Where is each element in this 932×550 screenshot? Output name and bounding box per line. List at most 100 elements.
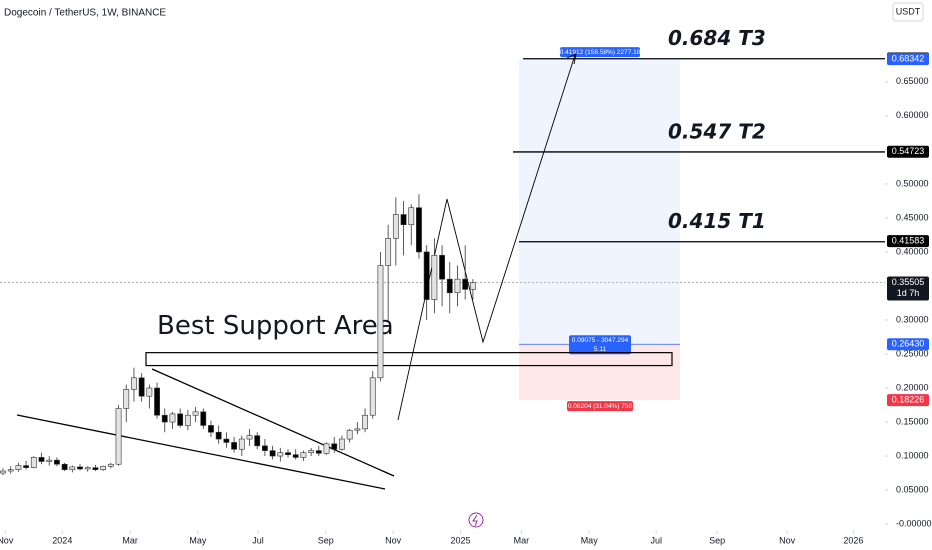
y-tick-label: 0.45000: [896, 212, 929, 222]
candle-body: [92, 467, 99, 470]
candle-body: [354, 428, 361, 431]
x-tick-label: 2025: [451, 535, 471, 545]
y-tick-label: 0.30000: [896, 314, 929, 324]
candle-body: [208, 425, 214, 433]
target-label: 0.684 T3: [668, 26, 766, 50]
background-layer: [0, 47, 885, 412]
candle-body: [308, 450, 315, 453]
candle-body: [161, 414, 168, 423]
y-tick-label: -0.00000: [896, 518, 932, 528]
target-tag: 0.41912 (158.58%) 2277.18: [560, 49, 641, 56]
candle-body: [184, 414, 191, 426]
candle-body: [38, 457, 45, 462]
candle-body: [469, 282, 476, 290]
x-tick-label: Jul: [650, 535, 662, 545]
x-tick-label: Nov: [0, 535, 14, 545]
x-tick-label: 2024: [52, 535, 72, 545]
currency[interactable]: USDT: [896, 6, 921, 16]
x-tick-label: Sep: [318, 535, 334, 545]
entry-tag: 0.09075 - 3047.294: [572, 337, 629, 344]
candle-body: [323, 443, 330, 454]
arrow-head: [566, 53, 577, 65]
y-tick-label: 0.50000: [896, 178, 929, 188]
candle-body: [269, 450, 276, 457]
price-tag: 0.26430: [892, 339, 925, 349]
candle-body: [69, 466, 76, 470]
y-tick-label: 0.25000: [896, 348, 929, 358]
candle-body: [30, 457, 37, 468]
candle-body: [100, 465, 107, 470]
currency-box[interactable]: [892, 2, 924, 22]
candle-body: [169, 413, 176, 423]
candle-body: [362, 414, 368, 430]
candle-body: [54, 459, 60, 465]
y-tick-label: 0.60000: [896, 110, 929, 120]
candle-body: [107, 463, 114, 467]
wedge-lower-line: [16, 414, 386, 490]
bolt[interactable]: [472, 514, 478, 527]
x-tick-label: May: [581, 535, 599, 545]
y-tick-label: 0.40000: [896, 246, 929, 256]
wedge-upper-line: [151, 368, 395, 477]
candle-body: [200, 411, 207, 426]
candle-body: [439, 255, 445, 280]
price-tag-bg: [887, 53, 929, 66]
candle-body: [146, 387, 153, 397]
candle-body: [392, 214, 399, 239]
support-box: [145, 352, 673, 367]
candle-body: [300, 452, 307, 458]
y-tick-label: 0.10000: [896, 450, 929, 460]
candle-body: [7, 469, 14, 472]
y-tick-label: 0.20000: [896, 382, 929, 392]
candle-body: [215, 431, 222, 440]
candle-body: [84, 467, 91, 470]
x-tick-label: Jul: [252, 535, 264, 545]
candle-body: [238, 438, 245, 450]
x-tick-label: Nov: [779, 535, 796, 545]
price-tag-bg: [887, 276, 929, 301]
stop-tag: 0.08204 (31.04%) 750: [568, 403, 633, 410]
x-tick-label: 2026: [843, 535, 863, 545]
x-tick-label: Sep: [709, 535, 725, 545]
bolt-icon[interactable]: [468, 512, 484, 528]
candle-body: [446, 278, 453, 294]
candle-body: [154, 387, 160, 416]
candle-body: [246, 435, 253, 440]
candle-body: [223, 438, 230, 443]
price-tag-bg: [887, 394, 929, 407]
candle-body: [262, 445, 268, 451]
entry-tag-bg: [569, 335, 631, 355]
price-tag: 0.54723: [892, 146, 925, 156]
bolt-circle[interactable]: [468, 512, 484, 528]
price-tag-bg: [887, 235, 929, 248]
drawings: [16, 53, 577, 490]
candle-body: [462, 278, 469, 290]
candle-body: [377, 265, 384, 379]
target-zone: [519, 59, 680, 345]
chart-title: Dogecoin / TetherUS, 1W, BINANCE: [4, 8, 166, 19]
candle-body: [115, 408, 122, 465]
price-tag: 0.35505: [892, 277, 925, 287]
candle-body: [385, 238, 392, 266]
y-tick-label: 0.15000: [896, 416, 929, 426]
candle-body: [408, 207, 415, 226]
candle-body: [15, 465, 22, 470]
candle-body: [339, 438, 345, 450]
y-tick-label: 0.65000: [896, 76, 929, 86]
target-label: 0.415 T1: [668, 209, 766, 233]
x-tick-label: Mar: [122, 535, 138, 545]
candle-body: [0, 470, 6, 474]
candle-body: [346, 429, 353, 440]
candle-body: [431, 255, 438, 300]
candle-body: [315, 450, 322, 454]
x-tick-label: Mar: [514, 535, 530, 545]
support-label: Best Support Area: [157, 311, 394, 341]
candle-body: [231, 442, 237, 450]
candle-body: [254, 435, 261, 447]
target-label: 0.547 T2: [668, 119, 766, 143]
candle-body: [277, 452, 284, 457]
target-tag-bg: [560, 47, 640, 58]
entry-sub: 5.11: [594, 346, 607, 353]
